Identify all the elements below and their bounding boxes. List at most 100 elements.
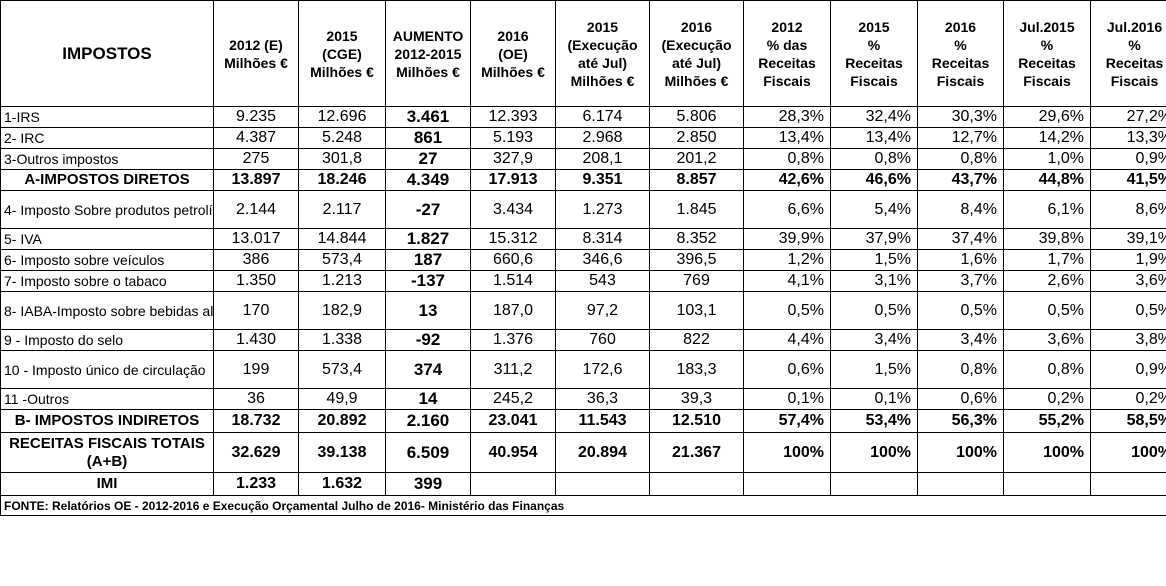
cell-2015: 20.892: [298, 409, 386, 433]
cell-2016: 660,6: [470, 249, 556, 271]
cell-2015-exec: 6.174: [555, 106, 650, 128]
header-jul2016-pct: Jul.2016% Receitas Fiscais: [1090, 0, 1166, 107]
cell-2015: 49,9: [298, 388, 386, 410]
cell-2016: 1.376: [470, 329, 556, 351]
table-row: 11 -Outros 36 49,9 14 245,2 36,3 39,3 0,…: [0, 388, 1166, 410]
cell-aumento: 399: [385, 472, 471, 496]
cell-2015-exec: 172,6: [555, 350, 650, 389]
cell-2016-exec: 8.857: [649, 169, 744, 191]
cell-2015: 2.117: [298, 190, 386, 229]
header-row: IMPOSTOS 2012 (E) Milhões € 2015 (CGE) Milh…: [0, 0, 1166, 107]
cell-jul2015-pct: 1,0%: [1003, 148, 1091, 170]
cell-2012: 170: [213, 291, 299, 330]
cell-jul2015-pct: 1,7%: [1003, 249, 1091, 271]
cell-2015-exec: 543: [555, 270, 650, 292]
cell-2012: 1.350: [213, 270, 299, 292]
cell-aumento: 861: [385, 127, 471, 149]
cell-2015-pct: 100%: [830, 432, 918, 473]
cell-2015-exec: 97,2: [555, 291, 650, 330]
cell-aumento: 27: [385, 148, 471, 170]
cell-2015: 182,9: [298, 291, 386, 330]
cell-2012: 2.144: [213, 190, 299, 229]
cell-2015-exec: 20.894: [555, 432, 650, 473]
cell-2016: 40.954: [470, 432, 556, 473]
cell-2015-pct: 0,5%: [830, 291, 918, 330]
cell-2016-pct: 0,8%: [917, 350, 1004, 389]
cell-2015-pct: 0,8%: [830, 148, 918, 170]
cell-2016-exec: 12.510: [649, 409, 744, 433]
cell-2015-pct: 3,1%: [830, 270, 918, 292]
cell-aumento: 1.827: [385, 228, 471, 250]
header-2015: 2015 (CGE) Milhões €: [298, 0, 386, 107]
empty-cell: [830, 472, 918, 496]
row-label: 9 - Imposto do selo: [0, 329, 214, 351]
cell-2016-pct: 3,4%: [917, 329, 1004, 351]
cell-jul2016-pct: 3,6%: [1090, 270, 1166, 292]
cell-2015: 14.844: [298, 228, 386, 250]
cell-aumento: 14: [385, 388, 471, 410]
cell-2015: 1.213: [298, 270, 386, 292]
cell-2012-pct: 0,6%: [743, 350, 831, 389]
row-label: 3-Outros impostos: [0, 148, 214, 170]
table-row: 5- IVA 13.017 14.844 1.827 15.312 8.314 …: [0, 228, 1166, 250]
cell-2015: 1.338: [298, 329, 386, 351]
cell-2016-pct: 30,3%: [917, 106, 1004, 128]
cell-2012: 1.430: [213, 329, 299, 351]
table-row: 3-Outros impostos 275 301,8 27 327,9 208…: [0, 148, 1166, 170]
cell-jul2015-pct: 55,2%: [1003, 409, 1091, 433]
subtotal-row: B- IMPOSTOS INDIRETOS 18.732 20.892 2.16…: [0, 409, 1166, 433]
cell-jul2016-pct: 3,8%: [1090, 329, 1166, 351]
cell-2016-exec: 1.845: [649, 190, 744, 229]
header-2015-pct: 2015% Receitas Fiscais: [830, 0, 918, 107]
header-impostos: IMPOSTOS: [0, 0, 214, 107]
table-row: 4- Imposto Sobre produtos petrolíferos 2…: [0, 190, 1166, 229]
cell-2015: 301,8: [298, 148, 386, 170]
cell-jul2016-pct: 13,3%: [1090, 127, 1166, 149]
cell-2015: 18.246: [298, 169, 386, 191]
cell-jul2016-pct: 41,5%: [1090, 169, 1166, 191]
cell-2012-pct: 42,6%: [743, 169, 831, 191]
cell-2016-pct: 12,7%: [917, 127, 1004, 149]
cell-2016-exec: 21.367: [649, 432, 744, 473]
table-row: 2- IRC 4.387 5.248 861 5.193 2.968 2.850…: [0, 127, 1166, 149]
cell-2012-pct: 28,3%: [743, 106, 831, 128]
cell-2016-exec: 201,2: [649, 148, 744, 170]
empty-cell: [649, 472, 744, 496]
cell-2015-pct: 53,4%: [830, 409, 918, 433]
row-label: IMI: [0, 472, 214, 496]
row-label: 11 -Outros: [0, 388, 214, 410]
row-label: 7- Imposto sobre o tabaco: [0, 270, 214, 292]
cell-2016-exec: 769: [649, 270, 744, 292]
cell-jul2015-pct: 2,6%: [1003, 270, 1091, 292]
cell-2012-pct: 0,1%: [743, 388, 831, 410]
cell-2012: 386: [213, 249, 299, 271]
cell-aumento: 6.509: [385, 432, 471, 473]
header-2016-pct: 2016% Receitas Fiscais: [917, 0, 1004, 107]
cell-jul2016-pct: 0,9%: [1090, 148, 1166, 170]
cell-aumento: -137: [385, 270, 471, 292]
header-aumento: AUMENTO 2012-2015 Milhões €: [385, 0, 471, 107]
cell-2015-pct: 32,4%: [830, 106, 918, 128]
cell-aumento: -27: [385, 190, 471, 229]
table-row: 7- Imposto sobre o tabaco 1.350 1.213 -1…: [0, 270, 1166, 292]
cell-jul2015-pct: 3,6%: [1003, 329, 1091, 351]
cell-jul2015-pct: 0,2%: [1003, 388, 1091, 410]
header-2016: 2016 (OE) Milhões €: [470, 0, 556, 107]
cell-2012-pct: 4,4%: [743, 329, 831, 351]
cell-2012-pct: 0,8%: [743, 148, 831, 170]
row-label: 5- IVA: [0, 228, 214, 250]
cell-jul2016-pct: 39,1%: [1090, 228, 1166, 250]
cell-jul2015-pct: 0,5%: [1003, 291, 1091, 330]
cell-2016: 15.312: [470, 228, 556, 250]
empty-cell: [1003, 472, 1091, 496]
cell-2016-exec: 103,1: [649, 291, 744, 330]
cell-2016: 5.193: [470, 127, 556, 149]
cell-2015-pct: 0,1%: [830, 388, 918, 410]
cell-2016-exec: 822: [649, 329, 744, 351]
cell-2015-exec: 8.314: [555, 228, 650, 250]
cell-2016: 245,2: [470, 388, 556, 410]
imi-row: IMI 1.233 1.632 399: [0, 472, 1166, 496]
cell-2012: 36: [213, 388, 299, 410]
subtotal-row: A-IMPOSTOS DIRETOS 13.897 18.246 4.349 1…: [0, 169, 1166, 191]
cell-2015: 39.138: [298, 432, 386, 473]
